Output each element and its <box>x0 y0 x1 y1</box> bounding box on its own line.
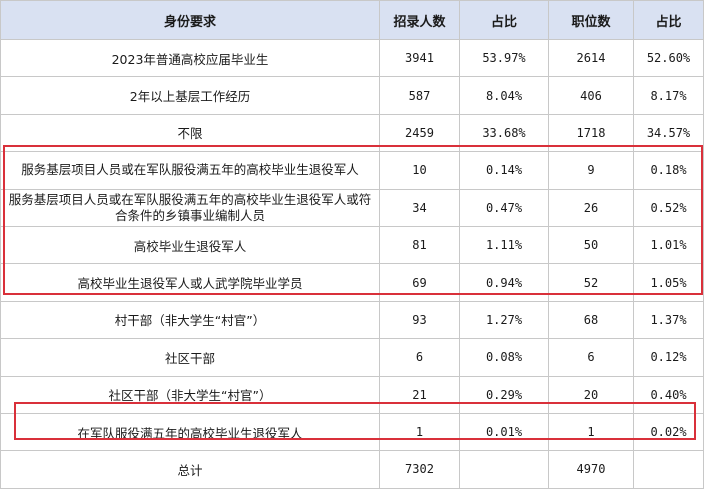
cell-count[interactable]: 587 <box>379 76 460 115</box>
cell-positions[interactable]: 1 <box>548 412 634 452</box>
cell-positions[interactable]: 52 <box>548 263 634 302</box>
cell-label[interactable]: 2023年普通高校应届毕业生 <box>0 38 380 78</box>
cell-count[interactable]: 34 <box>379 188 460 227</box>
header-count: 招录人数 <box>379 0 460 40</box>
cell-count-pct[interactable]: 8.04% <box>459 76 549 115</box>
cell-count[interactable]: 10 <box>379 151 460 190</box>
cell-count[interactable]: 2459 <box>379 113 460 153</box>
header-positions-pct: 占比 <box>633 0 704 40</box>
cell-total-label[interactable]: 总计 <box>0 450 380 489</box>
cell-positions[interactable]: 1718 <box>548 113 634 153</box>
total-row: 总计 7302 4970 <box>0 450 704 489</box>
table-row: 高校毕业生退役军人 81 1.11% 50 1.01% <box>0 225 704 265</box>
table-row: 高校毕业生退役军人或人武学院毕业学员 69 0.94% 52 1.05% <box>0 263 704 302</box>
cell-count-pct[interactable]: 0.01% <box>459 412 549 452</box>
cell-positions[interactable]: 26 <box>548 188 634 227</box>
table-row: 社区干部 6 0.08% 6 0.12% <box>0 338 704 377</box>
cell-positions-pct[interactable]: 1.01% <box>633 225 704 265</box>
table-row: 2023年普通高校应届毕业生 3941 53.97% 2614 52.60% <box>0 38 704 78</box>
table-row: 不限 2459 33.68% 1718 34.57% <box>0 113 704 153</box>
table-row: 在军队服役满五年的高校毕业生退役军人 1 0.01% 1 0.02% <box>0 412 704 452</box>
cell-label[interactable]: 高校毕业生退役军人 <box>0 225 380 265</box>
cell-count-pct[interactable]: 0.94% <box>459 263 549 302</box>
cell-count-pct[interactable]: 1.27% <box>459 300 549 340</box>
cell-positions-pct[interactable]: 1.05% <box>633 263 704 302</box>
cell-positions-pct[interactable]: 0.40% <box>633 375 704 414</box>
cell-positions[interactable]: 6 <box>548 338 634 377</box>
header-identity: 身份要求 <box>0 0 380 40</box>
header-positions: 职位数 <box>548 0 634 40</box>
cell-total-positions-pct[interactable] <box>633 450 704 489</box>
cell-positions[interactable]: 406 <box>548 76 634 115</box>
cell-label[interactable]: 社区干部（非大学生“村官”） <box>0 375 380 414</box>
cell-label[interactable]: 2年以上基层工作经历 <box>0 76 380 115</box>
cell-positions-pct[interactable]: 52.60% <box>633 38 704 78</box>
cell-count-pct[interactable]: 33.68% <box>459 113 549 153</box>
table-row: 服务基层项目人员或在军队服役满五年的高校毕业生退役军人 10 0.14% 9 0… <box>0 151 704 190</box>
header-count-pct: 占比 <box>459 0 549 40</box>
cell-total-count-pct[interactable] <box>459 450 549 489</box>
cell-count[interactable]: 3941 <box>379 38 460 78</box>
table-row: 社区干部（非大学生“村官”） 21 0.29% 20 0.40% <box>0 375 704 414</box>
cell-label[interactable]: 服务基层项目人员或在军队服役满五年的高校毕业生退役军人 <box>0 151 380 190</box>
table-row: 村干部（非大学生“村官”） 93 1.27% 68 1.37% <box>0 300 704 340</box>
cell-count-pct[interactable]: 0.47% <box>459 188 549 227</box>
cell-label[interactable]: 社区干部 <box>0 338 380 377</box>
cell-count[interactable]: 93 <box>379 300 460 340</box>
cell-count-pct[interactable]: 0.14% <box>459 151 549 190</box>
cell-count-pct[interactable]: 1.11% <box>459 225 549 265</box>
cell-label[interactable]: 在军队服役满五年的高校毕业生退役军人 <box>0 412 380 452</box>
cell-positions[interactable]: 68 <box>548 300 634 340</box>
cell-positions[interactable]: 9 <box>548 151 634 190</box>
table-row: 2年以上基层工作经历 587 8.04% 406 8.17% <box>0 76 704 115</box>
cell-label[interactable]: 高校毕业生退役军人或人武学院毕业学员 <box>0 263 380 302</box>
cell-label[interactable]: 不限 <box>0 113 380 153</box>
cell-positions-pct[interactable]: 1.37% <box>633 300 704 340</box>
cell-positions-pct[interactable]: 0.02% <box>633 412 704 452</box>
header-row: 身份要求 招录人数 占比 职位数 占比 <box>0 0 704 40</box>
cell-positions[interactable]: 20 <box>548 375 634 414</box>
cell-label[interactable]: 服务基层项目人员或在军队服役满五年的高校毕业生退役军人或符合条件的乡镇事业编制人… <box>0 188 380 227</box>
cell-positions-pct[interactable]: 0.52% <box>633 188 704 227</box>
cell-total-positions[interactable]: 4970 <box>548 450 634 489</box>
cell-positions-pct[interactable]: 0.18% <box>633 151 704 190</box>
cell-count[interactable]: 6 <box>379 338 460 377</box>
cell-count[interactable]: 1 <box>379 412 460 452</box>
cell-label[interactable]: 村干部（非大学生“村官”） <box>0 300 380 340</box>
cell-positions-pct[interactable]: 8.17% <box>633 76 704 115</box>
cell-count[interactable]: 69 <box>379 263 460 302</box>
cell-count-pct[interactable]: 0.08% <box>459 338 549 377</box>
table-row: 服务基层项目人员或在军队服役满五年的高校毕业生退役军人或符合条件的乡镇事业编制人… <box>0 188 704 227</box>
cell-count[interactable]: 81 <box>379 225 460 265</box>
cell-count-pct[interactable]: 0.29% <box>459 375 549 414</box>
cell-count-pct[interactable]: 53.97% <box>459 38 549 78</box>
cell-count[interactable]: 21 <box>379 375 460 414</box>
cell-positions-pct[interactable]: 34.57% <box>633 113 704 153</box>
cell-positions-pct[interactable]: 0.12% <box>633 338 704 377</box>
cell-total-count[interactable]: 7302 <box>379 450 460 489</box>
cell-positions[interactable]: 2614 <box>548 38 634 78</box>
cell-positions[interactable]: 50 <box>548 225 634 265</box>
